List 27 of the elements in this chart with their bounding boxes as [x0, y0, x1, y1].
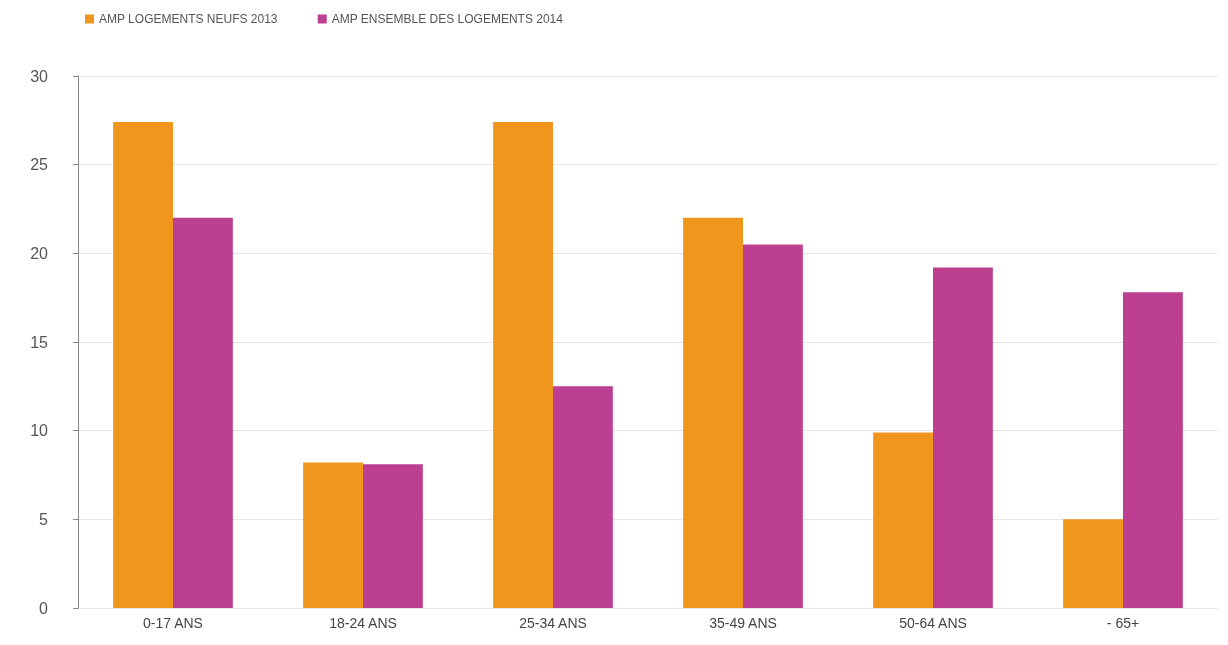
- bar: [683, 217, 743, 608]
- x-tick-label: 35-49 ANS: [709, 615, 777, 631]
- bar: [493, 122, 553, 608]
- legend-label: AMP LOGEMENTS NEUFS 2013: [99, 12, 278, 26]
- bar: [113, 122, 173, 608]
- bar: [553, 386, 613, 608]
- y-tick-label: 30: [30, 67, 49, 85]
- x-tick-label: 0-17 ANS: [143, 615, 203, 631]
- bar: [363, 464, 423, 608]
- bar: [933, 267, 993, 608]
- y-tick-label: 15: [30, 333, 49, 351]
- legend-label: AMP ENSEMBLE DES LOGEMENTS 2014: [331, 12, 564, 26]
- x-tick-label: 18-24 ANS: [329, 615, 397, 631]
- y-tick-label: 0: [39, 599, 49, 617]
- x-tick-label: 25-34 ANS: [519, 615, 587, 631]
- y-tick-label: 5: [39, 510, 49, 528]
- bar: [873, 432, 933, 608]
- x-tick-label: 50-64 ANS: [899, 615, 967, 631]
- y-tick-label: 20: [30, 244, 49, 262]
- bar: [173, 217, 233, 608]
- y-tick-label: 25: [30, 156, 49, 174]
- bar: [1123, 292, 1183, 608]
- bar: [303, 462, 363, 608]
- bar: [743, 244, 803, 608]
- bar: [1063, 519, 1123, 608]
- x-tick-label: - 65+: [1106, 615, 1140, 631]
- y-tick-label: 10: [30, 422, 49, 440]
